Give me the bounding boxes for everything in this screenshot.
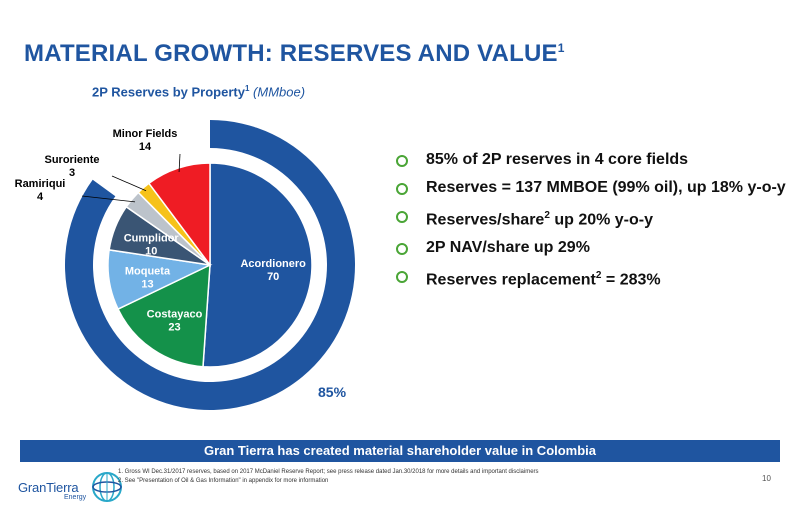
slice-label-value: 3 [69,167,75,179]
pie-slice-acordionero [202,162,313,368]
footnotes: 1. Gross WI Dec.31/2017 reserves, based … [118,468,539,486]
slice-label-value: 4 [37,191,44,203]
slide-title: MATERIAL GROWTH: RESERVES AND VALUE1 [24,40,565,67]
bullet-item: Reserves = 137 MMBOE (99% oil), up 18% y… [396,178,786,198]
footnote: 1. Gross WI Dec.31/2017 reserves, based … [118,469,539,475]
logo-subtitle: Energy [64,494,87,501]
slice-label-name: Suroriente [44,154,99,166]
bullet-item: Reserves replacement2 = 283% [396,266,786,290]
bullet-item: Reserves/share2 up 20% y-o-y [396,206,786,230]
highlights-list: 85% of 2P reserves in 4 core fields Rese… [396,150,786,299]
slice-label-name: Ramiriqui [15,178,66,190]
page-number: 10 [762,474,771,483]
bullet-circle-icon [396,183,408,195]
ring-percent-label: 85% [318,384,347,400]
slice-label-name: Moqueta [125,265,171,277]
footnote: 2. See "Presentation of Oil & Gas Inform… [118,478,329,484]
slice-label-value: 10 [145,246,157,258]
bullet-item: 85% of 2P reserves in 4 core fields [396,150,786,170]
slice-label-name: Acordionero [240,258,306,270]
company-logo: GranTierra Energy [18,468,128,508]
slice-label-value: 70 [267,271,279,283]
bullet-circle-icon [396,155,408,167]
summary-banner: Gran Tierra has created material shareho… [20,440,780,462]
slice-label-name: Cumplidor [124,233,180,245]
chart-title: 2P Reserves by Property1 (MMboe) [92,84,306,100]
globe-logo-icon [92,472,122,502]
leader-line [178,153,181,173]
logo-wordmark: GranTierra [18,480,79,495]
bullet-circle-icon [396,271,408,284]
pie-slice-costayaco [117,263,211,368]
pie-slice-minor-fields [147,162,211,268]
slice-label-value: 23 [168,321,180,333]
bullet-circle-icon [396,211,408,223]
leader-line [111,175,147,192]
slice-label-value: 14 [139,141,152,153]
bullet-item: 2P NAV/share up 29% [396,238,786,258]
slice-label-name: Minor Fields [113,128,178,140]
leader-line [81,195,136,203]
slice-label-value: 13 [141,278,153,290]
bullet-circle-icon [396,243,408,256]
slice-label-name: Costayaco [147,308,203,320]
